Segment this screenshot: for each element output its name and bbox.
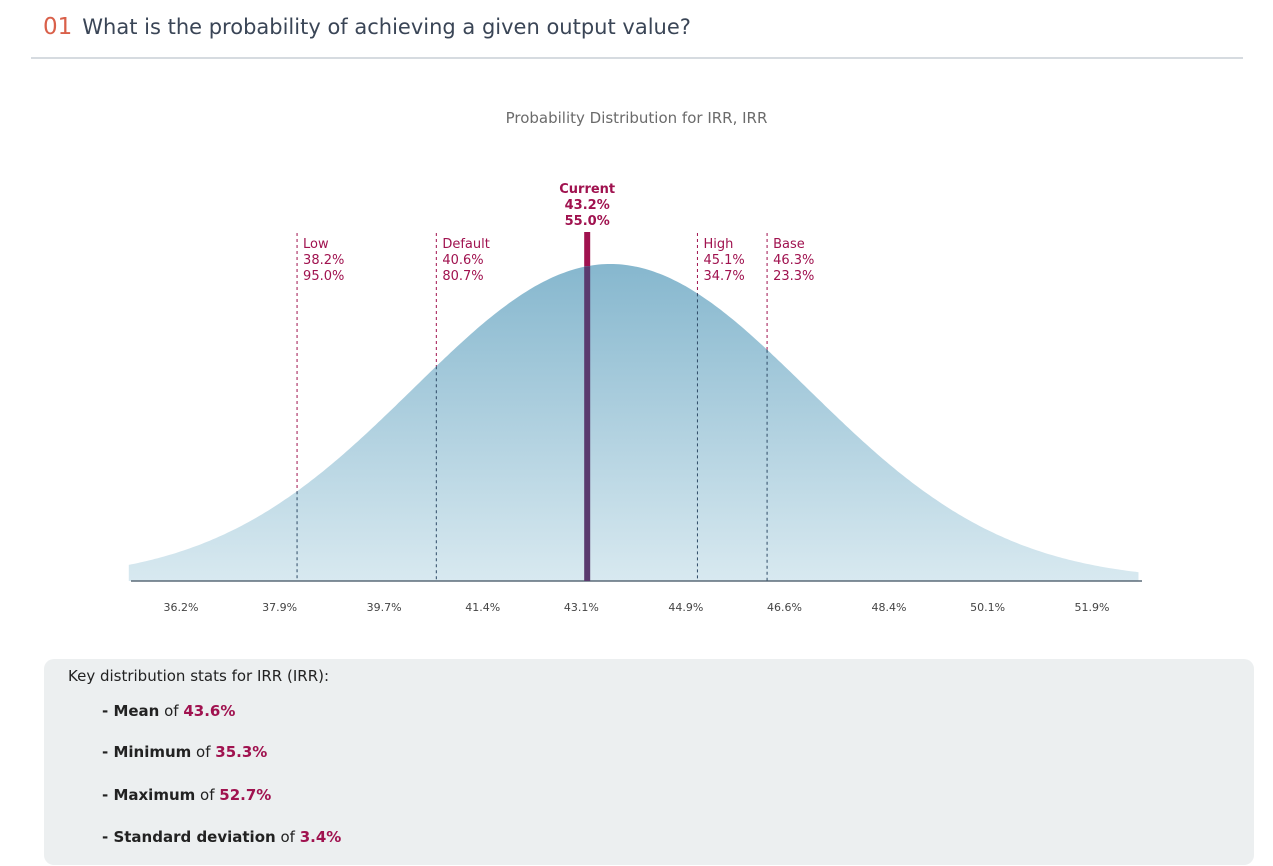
chart-title: Probability Distribution for IRR, IRR [505, 109, 768, 127]
current-label: 43.2% [565, 198, 610, 213]
x-tick-label: 36.2% [164, 601, 199, 614]
marker-label-base: 23.3% [773, 269, 814, 284]
stat-minimum: - Minimum of 35.3% [102, 743, 268, 761]
distribution-chart: 36.2% 37.9% 39.7% 41.4% 43.1% 44.9% 46.6% 48.4%… [128, 182, 1142, 614]
marker-label-high: 45.1% [703, 253, 744, 268]
x-tick-label: 43.1% [564, 601, 599, 614]
marker-label-default: Default [442, 237, 490, 252]
stat-maximum: - Maximum of 52.7% [102, 786, 272, 804]
stat-std-dev: - Standard deviation of 3.4% [102, 828, 342, 846]
x-tick-label: 51.9% [1075, 601, 1110, 614]
x-tick-label: 39.7% [367, 601, 402, 614]
distribution-area [128, 264, 1139, 581]
x-tick-label: 44.9% [668, 601, 703, 614]
x-tick-label: 46.6% [767, 601, 802, 614]
x-tick-label: 48.4% [871, 601, 906, 614]
stats-panel: Key distribution stats for IRR (IRR): - … [44, 659, 1254, 865]
marker-label-low: 95.0% [303, 269, 344, 284]
current-marker-bar [584, 266, 591, 581]
marker-label-default: 40.6% [442, 253, 483, 268]
marker-label-base: 46.3% [773, 253, 814, 268]
current-marker-top [584, 232, 591, 267]
marker-label-low: 38.2% [303, 253, 344, 268]
section-number: 01 [43, 14, 73, 40]
stat-mean: - Mean of 43.6% [102, 702, 236, 720]
current-label: Current [559, 182, 615, 197]
section-header: 01 What is the probability of achieving a… [43, 14, 691, 40]
x-tick-label: 37.9% [262, 601, 297, 614]
marker-label-default: 80.7% [442, 269, 483, 284]
stats-title: Key distribution stats for IRR (IRR): [68, 667, 330, 685]
marker-label-high: 34.7% [703, 269, 744, 284]
section-title: What is the probability of achieving a g… [82, 15, 691, 39]
current-label: 55.0% [565, 214, 610, 229]
x-tick-label: 41.4% [465, 601, 500, 614]
marker-label-low: Low [303, 237, 329, 252]
x-tick-label: 50.1% [970, 601, 1005, 614]
marker-label-high: High [703, 237, 733, 252]
marker-label-base: Base [773, 237, 805, 252]
divider [31, 57, 1243, 59]
